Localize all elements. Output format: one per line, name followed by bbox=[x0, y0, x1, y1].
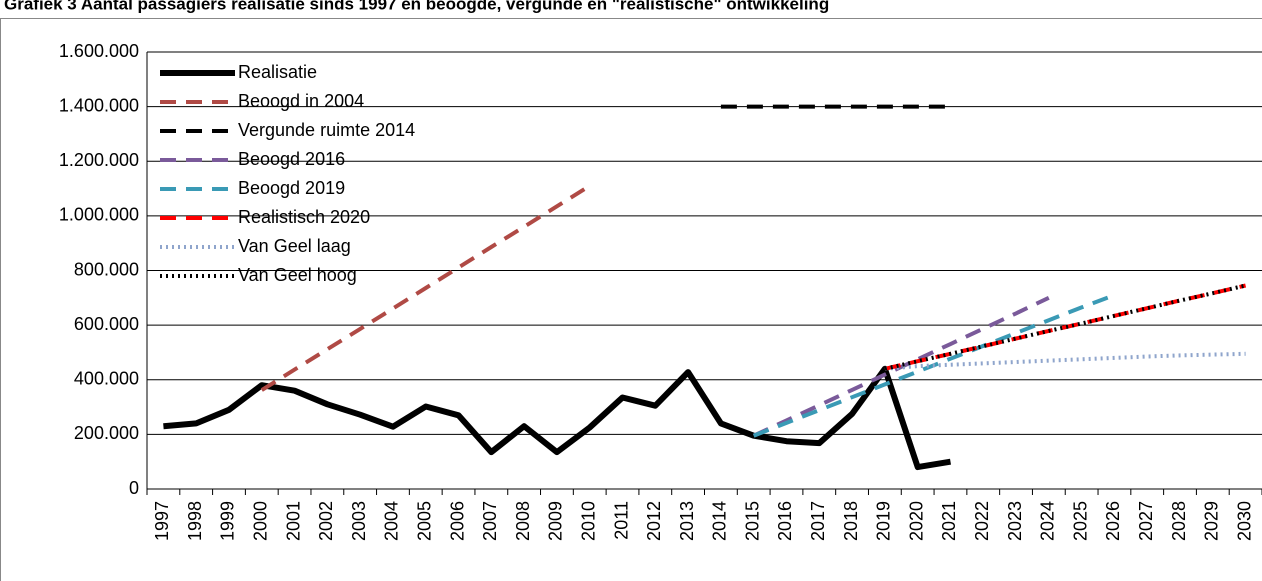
x-tick-label: 2028 bbox=[1169, 501, 1189, 541]
legend-label: Beoogd in 2004 bbox=[238, 91, 364, 111]
x-tick-label: 2004 bbox=[382, 501, 402, 541]
x-tick-label: 2020 bbox=[906, 501, 926, 541]
x-tick-label: 1998 bbox=[185, 501, 205, 541]
x-tick-label: 2027 bbox=[1136, 501, 1156, 541]
legend-label: Realistisch 2020 bbox=[238, 207, 370, 227]
x-tick-label: 2000 bbox=[251, 501, 271, 541]
legend-label: Beoogd 2016 bbox=[238, 149, 345, 169]
x-tick-label: 2026 bbox=[1103, 501, 1123, 541]
x-tick-label: 2024 bbox=[1038, 501, 1058, 541]
x-tick-label: 1997 bbox=[152, 501, 172, 541]
x-tick-label: 2019 bbox=[874, 501, 894, 541]
chart-frame bbox=[0, 18, 1262, 581]
x-tick-label: 2002 bbox=[316, 501, 336, 541]
y-tick-label: 600.000 bbox=[74, 314, 139, 334]
y-tick-label: 0 bbox=[129, 478, 139, 498]
legend-label: Beoogd 2019 bbox=[238, 178, 345, 198]
x-tick-label: 2022 bbox=[972, 501, 992, 541]
x-tick-label: 2012 bbox=[644, 501, 664, 541]
legend-label: Van Geel hoog bbox=[238, 265, 357, 285]
legend-label: Realisatie bbox=[238, 62, 317, 82]
x-tick-label: 2010 bbox=[578, 501, 598, 541]
x-tick-label: 2005 bbox=[415, 501, 435, 541]
x-tick-label: 2030 bbox=[1234, 501, 1254, 541]
series-line bbox=[752, 295, 1050, 438]
series-line bbox=[884, 283, 1247, 371]
y-tick-label: 400.000 bbox=[74, 369, 139, 389]
y-tick-label: 1.200.000 bbox=[59, 150, 139, 170]
series-line bbox=[884, 351, 1246, 371]
x-tick-label: 2014 bbox=[710, 501, 730, 541]
x-tick-label: 2023 bbox=[1005, 501, 1025, 541]
y-tick-label: 1.400.000 bbox=[59, 95, 139, 115]
y-tick-label: 1.000.000 bbox=[59, 205, 139, 225]
y-tick-label: 200.000 bbox=[74, 423, 139, 443]
x-tick-label: 2017 bbox=[808, 501, 828, 541]
chart-title: Grafiek 3 Aantal passagiers realisatie s… bbox=[4, 0, 829, 13]
x-tick-label: 2003 bbox=[349, 501, 369, 541]
x-tick-label: 2021 bbox=[939, 501, 959, 541]
x-tick-label: 2006 bbox=[447, 501, 467, 541]
x-tick-label: 2016 bbox=[775, 501, 795, 541]
x-tick-label: 2008 bbox=[513, 501, 533, 541]
x-tick-label: 2001 bbox=[283, 501, 303, 541]
x-tick-label: 2018 bbox=[841, 501, 861, 541]
y-tick-label: 1.600.000 bbox=[59, 41, 139, 61]
legend-label: Vergunde ruimte 2014 bbox=[238, 120, 415, 140]
legend-label: Van Geel laag bbox=[238, 236, 351, 256]
x-tick-label: 2013 bbox=[677, 501, 697, 541]
y-tick-label: 800.000 bbox=[74, 259, 139, 279]
x-tick-label: 2009 bbox=[546, 501, 566, 541]
series-line bbox=[260, 184, 591, 392]
x-tick-label: 2015 bbox=[742, 501, 762, 541]
x-tick-label: 2025 bbox=[1070, 501, 1090, 541]
series-line bbox=[163, 365, 951, 471]
x-tick-label: 2011 bbox=[611, 501, 631, 540]
x-tick-label: 2007 bbox=[480, 501, 500, 541]
x-tick-label: 1999 bbox=[218, 501, 238, 541]
x-tick-label: 2029 bbox=[1202, 501, 1222, 541]
